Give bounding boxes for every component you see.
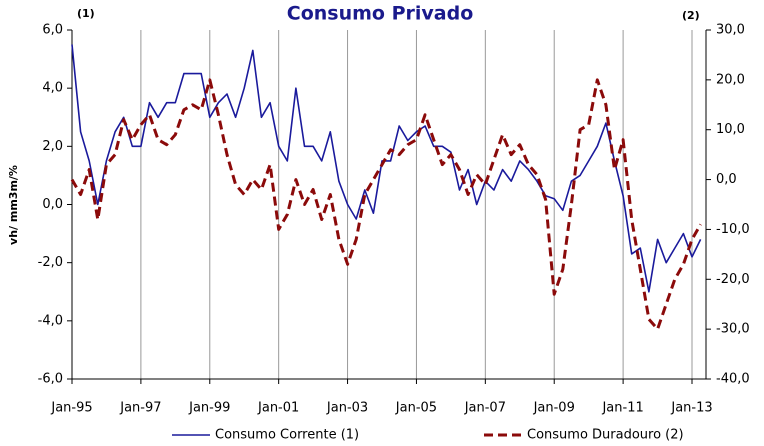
y-axis-label: vh/ mm3m/% bbox=[7, 165, 20, 245]
annotation: (1) bbox=[77, 7, 95, 20]
series-line bbox=[70, 78, 702, 331]
y2-tick-label: -10,0 bbox=[716, 222, 750, 237]
y2-tick-label: 20,0 bbox=[716, 72, 745, 87]
y2-tick-label: 10,0 bbox=[716, 122, 745, 137]
y-tick-label: 6,0 bbox=[42, 23, 63, 38]
x-tick-label: Jan-97 bbox=[119, 401, 161, 416]
y-tick-label: -6,0 bbox=[38, 372, 63, 387]
chart-title: Consumo Privado bbox=[287, 3, 474, 25]
x-tick-label: Jan-11 bbox=[601, 401, 643, 416]
x-tick-label: Jan-99 bbox=[188, 401, 230, 416]
x-tick-label: Jan-95 bbox=[50, 401, 92, 416]
legend-label: Consumo Corrente (1) bbox=[215, 428, 359, 443]
x-tick-label: Jan-13 bbox=[670, 401, 712, 416]
annotation: (2) bbox=[682, 9, 700, 22]
y2-tick-label: -30,0 bbox=[716, 322, 750, 337]
y-tick-label: 2,0 bbox=[42, 139, 63, 154]
y-tick-label: -2,0 bbox=[38, 255, 63, 270]
y-tick-label: 0,0 bbox=[42, 197, 63, 212]
y2-tick-label: -20,0 bbox=[716, 272, 750, 287]
y-tick-label: 4,0 bbox=[42, 81, 63, 96]
y2-tick-label: -40,0 bbox=[716, 372, 750, 387]
x-tick-label: Jan-07 bbox=[464, 401, 506, 416]
x-tick-label: Jan-05 bbox=[395, 401, 437, 416]
x-tick-label: Jan-01 bbox=[257, 401, 299, 416]
y-tick-label: -4,0 bbox=[38, 313, 63, 328]
legend-label: Consumo Duradouro (2) bbox=[527, 428, 684, 443]
y2-tick-label: 30,0 bbox=[716, 23, 745, 38]
x-tick-label: Jan-09 bbox=[533, 401, 575, 416]
series-line bbox=[71, 44, 702, 293]
x-tick-label: Jan-03 bbox=[326, 401, 368, 416]
y2-tick-label: 0,0 bbox=[716, 172, 737, 187]
